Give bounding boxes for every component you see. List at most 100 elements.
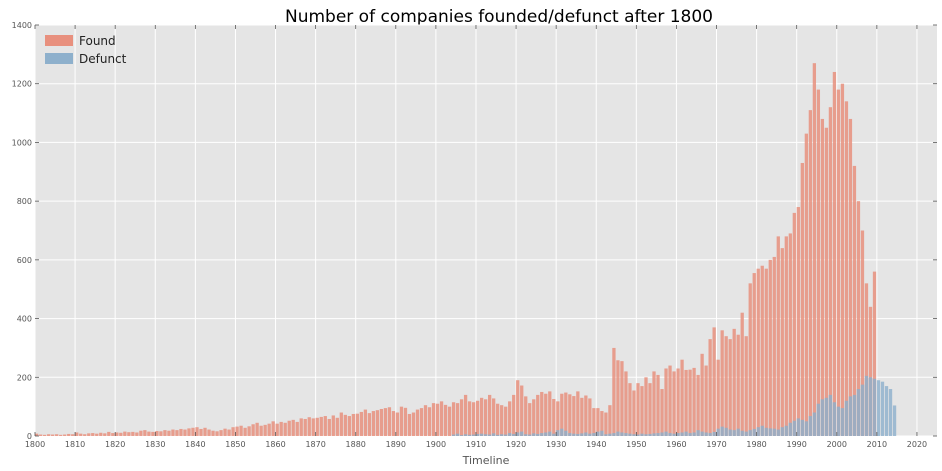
bar-defunct <box>676 433 680 436</box>
bar-defunct <box>660 432 664 436</box>
bar-defunct <box>712 431 716 436</box>
bar-defunct <box>524 434 528 436</box>
y-tick-label: 1400 <box>12 21 32 30</box>
bar-found <box>800 162 804 436</box>
bar-defunct <box>736 428 740 436</box>
bar-found <box>155 431 159 436</box>
bar-defunct <box>812 412 817 436</box>
bar-found <box>347 416 351 436</box>
bar-found <box>455 403 460 436</box>
bar-defunct <box>700 431 704 436</box>
bar-found <box>552 399 556 436</box>
bar-found <box>255 422 259 436</box>
bar-found <box>720 330 724 436</box>
bar-found <box>391 411 396 436</box>
x-tick-label: 2010 <box>867 440 887 449</box>
bar-found <box>355 413 359 436</box>
bar-found <box>600 411 604 436</box>
bar-found <box>612 347 616 436</box>
bar-defunct <box>479 433 484 436</box>
y-tick-label: 1200 <box>12 80 32 89</box>
bar-found <box>524 396 528 436</box>
bar-defunct <box>796 418 800 436</box>
bar-found <box>592 408 596 436</box>
bar-defunct <box>728 429 732 436</box>
bar-found <box>732 328 736 436</box>
bar-found <box>584 395 588 436</box>
bar-defunct <box>832 402 837 436</box>
bar-found <box>776 236 780 436</box>
bar-found <box>700 353 704 436</box>
bar-found <box>648 383 652 436</box>
bar-defunct <box>628 433 632 436</box>
bar-found <box>215 431 219 436</box>
bar-defunct <box>756 427 760 436</box>
bar-found <box>63 434 67 436</box>
bar-found <box>211 430 215 436</box>
bar-defunct <box>732 430 736 436</box>
bar-found <box>692 367 696 436</box>
bar-defunct <box>748 430 752 436</box>
bar-found <box>383 408 388 436</box>
bar-found <box>596 408 600 436</box>
bar-found <box>51 434 55 436</box>
bar-found <box>608 405 612 436</box>
x-tick-label: 1810 <box>65 440 85 449</box>
bar-found <box>127 432 131 436</box>
bar-found <box>624 371 628 436</box>
bar-found <box>668 365 672 436</box>
bar-found <box>508 401 512 436</box>
bar-defunct <box>467 434 472 436</box>
bar-found <box>171 429 175 436</box>
bar-found <box>512 394 516 436</box>
bar-found <box>247 426 251 436</box>
bar-found <box>207 429 211 436</box>
bar-found <box>411 412 416 436</box>
bar-found <box>772 256 776 436</box>
bar-defunct <box>451 434 456 436</box>
bar-found <box>748 283 752 436</box>
bar-found <box>564 392 568 436</box>
bar-defunct <box>463 434 468 436</box>
bar-found <box>451 402 456 436</box>
bar-found <box>239 425 243 436</box>
bar-found <box>632 390 636 436</box>
bar-found <box>79 433 83 436</box>
bar-found <box>740 312 744 436</box>
legend-label-defunct: Defunct <box>79 52 127 66</box>
bar-found <box>359 411 364 436</box>
bar-defunct <box>580 433 584 436</box>
bar-found <box>644 377 648 436</box>
bar-defunct <box>568 433 572 436</box>
bar-found <box>151 431 155 436</box>
bar-defunct <box>752 428 756 436</box>
x-tick-label: 1820 <box>105 440 125 449</box>
y-tick-label: 600 <box>17 256 32 265</box>
bar-defunct <box>816 403 821 436</box>
bar-found <box>243 427 247 436</box>
bar-found <box>568 394 572 436</box>
bar-found <box>864 283 869 436</box>
bar-defunct <box>664 431 668 436</box>
bar-found <box>479 397 484 436</box>
bar-found <box>271 421 275 436</box>
bar-found <box>856 201 861 436</box>
bar-found <box>636 383 640 436</box>
bar-found <box>287 420 291 436</box>
bar-defunct <box>556 430 560 436</box>
bar-found <box>387 407 392 436</box>
bar-found <box>640 386 644 436</box>
bar-defunct <box>720 426 724 436</box>
bar-found <box>844 101 849 436</box>
bar-found <box>500 405 504 436</box>
bar-found <box>175 430 179 436</box>
x-tick-label: 1910 <box>466 440 486 449</box>
bar-found <box>339 412 343 436</box>
bar-found <box>307 417 311 436</box>
bar-found <box>540 391 544 436</box>
bar-defunct <box>672 433 676 436</box>
bar-found <box>259 425 263 436</box>
bar-found <box>403 407 408 436</box>
bar-found <box>419 408 424 436</box>
bar-found <box>399 406 404 436</box>
